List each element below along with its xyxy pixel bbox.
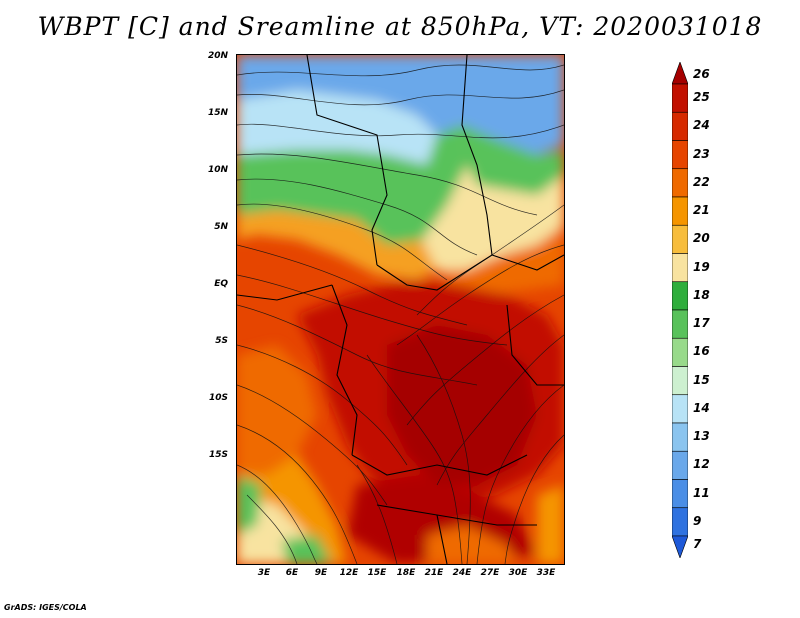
lon-label-21e: 21E <box>424 568 444 578</box>
colorbar-label: 16 <box>693 344 710 359</box>
colorbar-box <box>672 253 688 283</box>
lat-label-5s: 5S <box>215 336 228 346</box>
lon-label-15e: 15E <box>367 568 387 578</box>
lat-label-15s: 15S <box>208 450 228 460</box>
map-plot-area <box>236 54 565 565</box>
lon-label-33e: 33E <box>536 568 556 578</box>
colorbar-label: 9 <box>693 513 702 528</box>
colorbar-label: 19 <box>693 259 710 274</box>
colorbar-box <box>672 196 688 226</box>
lat-label-10s: 10S <box>208 393 228 403</box>
map-title: WBPT [C] and Sreamline at 850hPa, VT: 20… <box>37 12 763 41</box>
colorbar-label: 25 <box>693 90 710 105</box>
colorbar-box <box>672 62 688 85</box>
colorbar-label: 23 <box>693 146 710 161</box>
lon-label-18e: 18E <box>396 568 416 578</box>
lon-label-9e: 9E <box>314 568 328 578</box>
colorbar-label: 26 <box>693 67 710 82</box>
colorbar-box <box>672 111 688 141</box>
colorbar-label: 18 <box>693 287 710 302</box>
colorbar-label: 11 <box>693 485 710 500</box>
lon-label-30e: 30E <box>508 568 528 578</box>
lon-label-24e: 24E <box>452 568 472 578</box>
colorbar-box <box>672 366 688 396</box>
lat-label-20n: 20N <box>207 51 228 61</box>
lon-label-12e: 12E <box>339 568 359 578</box>
colorbar-box <box>672 168 688 198</box>
lon-label-6e: 6E <box>285 568 299 578</box>
colorbar-box <box>672 140 688 170</box>
colorbar-box <box>672 479 688 509</box>
lat-label-5n: 5N <box>214 222 228 232</box>
colorbar-label: 22 <box>693 174 710 189</box>
colorbar-box <box>672 535 688 558</box>
colorbar-box <box>672 281 688 311</box>
grads-credit: GrADS: IGES/COLA <box>4 603 87 612</box>
colorbar-box <box>672 422 688 452</box>
colorbar-box <box>672 507 688 537</box>
colorbar-box <box>672 450 688 480</box>
colorbar-label: 24 <box>693 118 710 133</box>
colorbar-label: 17 <box>693 316 710 331</box>
colorbar-label: 12 <box>693 457 710 472</box>
colorbar-label: 13 <box>693 429 710 444</box>
colorbar-label: 15 <box>693 372 710 387</box>
lon-label-27e: 27E <box>480 568 500 578</box>
lat-label-eq: EQ <box>214 279 228 289</box>
colorbar-box <box>672 337 688 367</box>
temperature-field <box>237 55 564 564</box>
lat-label-10n: 10N <box>207 165 228 175</box>
colorbar-box <box>672 83 688 113</box>
lon-label-3e: 3E <box>257 568 271 578</box>
lat-label-15n: 15N <box>207 108 228 118</box>
colorbar-label: 20 <box>693 231 710 246</box>
colorbar-box <box>672 224 688 254</box>
colorbar-label: 21 <box>693 203 710 218</box>
colorbar <box>672 62 688 558</box>
colorbar-label: 7 <box>693 536 702 551</box>
colorbar-box <box>672 309 688 339</box>
colorbar-box <box>672 394 688 424</box>
colorbar-label: 14 <box>693 400 710 415</box>
